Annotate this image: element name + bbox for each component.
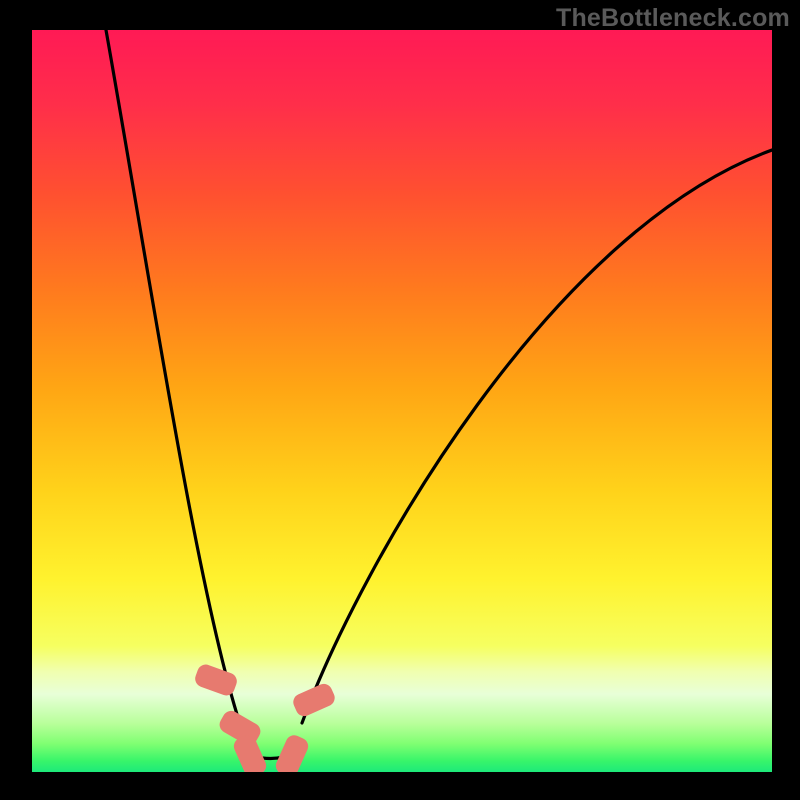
watermark-label: TheBottleneck.com: [556, 4, 790, 33]
chart-stage: TheBottleneck.com: [0, 0, 800, 800]
marker-floor-right: [274, 733, 310, 772]
curve-right-ascent: [302, 150, 772, 723]
curve-layer: [32, 30, 772, 772]
marker-right: [291, 682, 336, 718]
curve-left-descent: [106, 30, 240, 724]
plot-area: [32, 30, 772, 772]
marker-left-upper: [193, 663, 238, 697]
